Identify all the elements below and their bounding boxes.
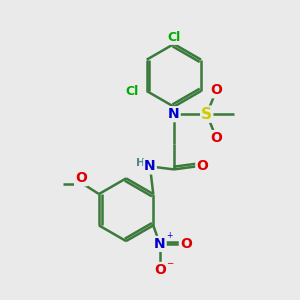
Text: O: O (154, 263, 166, 277)
Text: Cl: Cl (125, 85, 138, 98)
Text: $^-$: $^-$ (165, 260, 176, 273)
Text: N: N (144, 159, 156, 173)
Text: Cl: Cl (167, 31, 181, 44)
Text: O: O (75, 171, 87, 185)
Text: S: S (201, 107, 212, 122)
Text: N: N (168, 107, 180, 121)
Text: O: O (196, 159, 208, 173)
Text: $^+$: $^+$ (165, 231, 174, 242)
Text: O: O (210, 131, 222, 145)
Text: N: N (154, 237, 166, 251)
Text: H: H (136, 158, 145, 168)
Text: O: O (210, 83, 222, 97)
Text: O: O (180, 237, 192, 251)
